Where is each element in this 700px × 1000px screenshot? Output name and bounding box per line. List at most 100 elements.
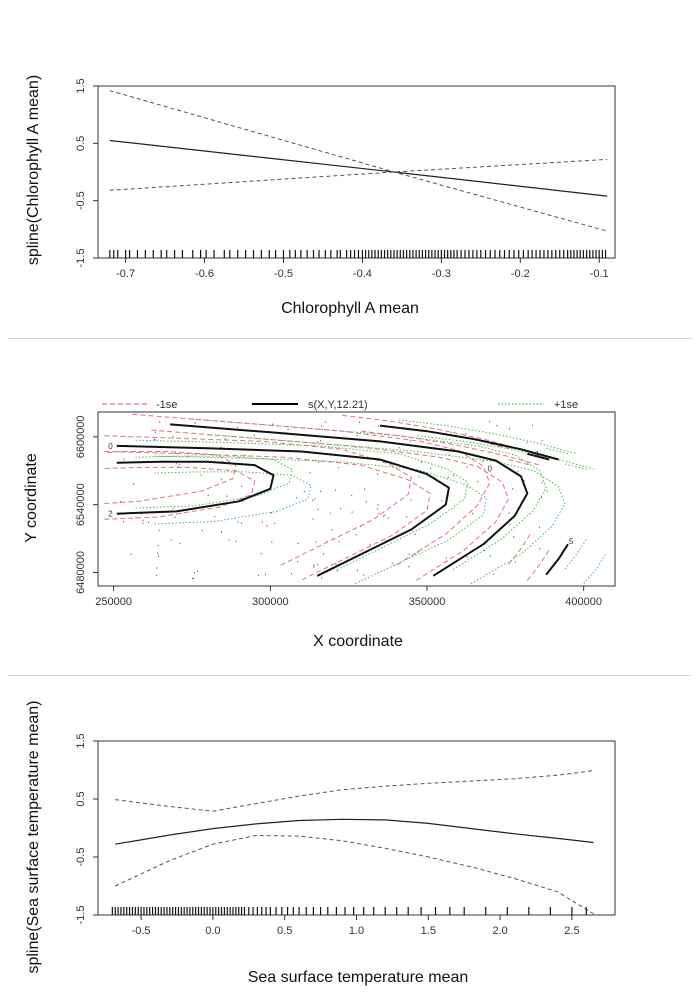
observation-point — [538, 526, 540, 529]
observation-point — [477, 480, 479, 483]
observation-point — [526, 442, 528, 444]
plus-se-contour — [564, 538, 588, 570]
observation-point — [351, 494, 353, 497]
observation-point — [193, 577, 195, 579]
observation-point — [317, 441, 319, 443]
chart3-x-tick-label: 0.0 — [205, 925, 220, 937]
observation-point — [135, 516, 137, 518]
observation-point — [335, 563, 337, 565]
observation-point — [409, 440, 411, 442]
chart3-y-tick-label: -1.5 — [75, 906, 87, 925]
observation-point — [207, 494, 209, 496]
observation-point — [351, 511, 353, 513]
observation-point — [142, 522, 144, 524]
chart3-y-tick-label: -0.5 — [75, 848, 87, 867]
chart2-y-axis-label: Y coordinate — [23, 453, 40, 543]
observation-point — [313, 566, 315, 568]
observation-point — [466, 466, 468, 468]
observation-point — [272, 423, 274, 425]
fit-contour-line — [545, 543, 569, 576]
observation-point — [178, 463, 180, 465]
observation-point — [322, 553, 324, 555]
observation-point — [445, 557, 447, 559]
observation-point — [434, 477, 436, 479]
chart1-x-tick-label: -0.7 — [116, 268, 135, 280]
observation-point — [224, 438, 226, 440]
minus-se-contour — [508, 533, 531, 565]
minus-se-contour — [526, 549, 550, 581]
fit-contour-line — [170, 423, 529, 577]
observation-point — [271, 541, 273, 543]
minus-se-contour — [104, 451, 431, 582]
chart1-y-tick-label: 0.5 — [75, 136, 87, 151]
observation-point — [540, 496, 542, 499]
observation-point — [369, 544, 371, 546]
observation-point — [321, 577, 323, 579]
observation-point — [514, 561, 516, 563]
fit-contour-line — [116, 444, 450, 577]
observation-point — [406, 516, 408, 518]
observation-point — [387, 517, 389, 519]
chart2-x-tick-label: 400000 — [565, 596, 602, 608]
chart2-y-tick-label: 6540000 — [75, 483, 87, 526]
observation-point — [359, 421, 360, 423]
contour-level-label: 0 — [108, 442, 113, 451]
observation-point — [200, 474, 202, 476]
observation-point — [465, 433, 467, 435]
observation-point — [236, 426, 238, 429]
observation-point — [291, 573, 292, 575]
observation-point — [157, 552, 159, 554]
chart1-x-axis-label: Chlorophyll A mean — [281, 300, 419, 317]
observation-point — [414, 533, 416, 536]
minus-se-contour — [104, 466, 256, 520]
chart3-x-tick-label: 1.5 — [421, 925, 436, 937]
observation-point — [172, 507, 174, 510]
panel-divider — [8, 675, 692, 676]
observation-point — [356, 434, 358, 437]
observation-point — [493, 573, 495, 575]
sst-spline-chart: Sea surface temperature mean spline(Sea … — [25, 700, 616, 986]
observation-point — [318, 461, 319, 463]
observation-point — [336, 569, 338, 572]
chart1-se-band-line — [109, 158, 608, 191]
chart3-x-tick-label: 0.5 — [277, 925, 292, 937]
legend-label: s(X,Y,12.21) — [308, 399, 368, 411]
chart3-plot-frame — [97, 740, 616, 916]
observation-point — [130, 553, 132, 556]
observation-point — [391, 562, 393, 564]
chart1-plot-frame — [97, 85, 616, 259]
fit-contour-line — [116, 460, 275, 515]
chart3-se-band-line — [115, 770, 594, 812]
plus-se-contour — [417, 435, 597, 471]
observation-point — [364, 488, 365, 490]
observation-point — [378, 425, 379, 427]
observation-point — [172, 435, 174, 438]
fit-contour-line — [527, 452, 550, 461]
chart1-se-band-line — [109, 90, 608, 232]
minus-se-contour — [104, 435, 412, 567]
observation-point — [376, 508, 378, 510]
observation-point — [159, 421, 161, 423]
observation-point — [193, 572, 195, 574]
chart1-y-tick-label: 1.5 — [75, 78, 87, 93]
observation-point — [512, 488, 514, 490]
observation-point — [452, 474, 454, 477]
chart2-x-tick-label: 350000 — [409, 596, 446, 608]
observation-point — [244, 454, 246, 456]
chart1-y-tick-label: -1.5 — [75, 249, 87, 268]
observation-point — [482, 460, 484, 462]
chart2-x-tick-label: 250000 — [95, 596, 132, 608]
chart3-x-tick-label: 1.0 — [349, 925, 364, 937]
observation-point — [303, 491, 305, 493]
observation-point — [258, 574, 260, 577]
observation-point — [261, 521, 263, 523]
observation-point — [382, 515, 384, 517]
observation-point — [177, 466, 179, 468]
observation-point — [266, 525, 268, 527]
observation-point — [384, 514, 386, 516]
observation-point — [242, 500, 244, 503]
observation-point — [496, 424, 498, 427]
observation-point — [296, 560, 298, 563]
chart1-y-axis-label: spline(Chlorophyll A mean) — [25, 75, 42, 265]
minus-se-contour — [361, 430, 540, 466]
